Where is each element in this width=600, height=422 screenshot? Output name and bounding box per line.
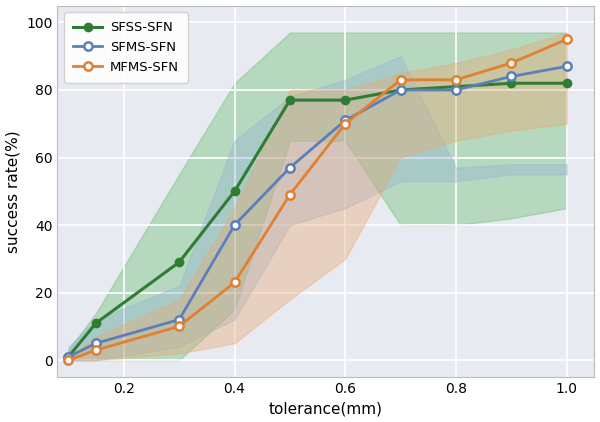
SFMS-SFN — [341, 118, 349, 123]
MFMS-SFN — [65, 357, 72, 362]
SFMS-SFN — [397, 87, 404, 92]
Line: SFSS-SFN: SFSS-SFN — [64, 79, 571, 361]
MFMS-SFN — [92, 347, 100, 352]
X-axis label: tolerance(mm): tolerance(mm) — [269, 401, 383, 417]
MFMS-SFN — [508, 60, 515, 65]
SFSS-SFN — [231, 189, 238, 194]
SFSS-SFN — [176, 260, 183, 265]
SFMS-SFN — [92, 341, 100, 346]
SFSS-SFN — [92, 320, 100, 325]
SFMS-SFN — [176, 317, 183, 322]
MFMS-SFN — [231, 280, 238, 285]
SFSS-SFN — [563, 81, 571, 86]
MFMS-SFN — [176, 324, 183, 329]
SFMS-SFN — [508, 74, 515, 79]
MFMS-SFN — [452, 77, 460, 82]
SFMS-SFN — [231, 222, 238, 227]
MFMS-SFN — [397, 77, 404, 82]
Line: SFMS-SFN: SFMS-SFN — [64, 62, 571, 361]
MFMS-SFN — [286, 192, 293, 197]
SFMS-SFN — [452, 87, 460, 92]
MFMS-SFN — [341, 121, 349, 126]
Y-axis label: success rate(%): success rate(%) — [5, 130, 20, 253]
SFMS-SFN — [286, 165, 293, 170]
MFMS-SFN — [563, 37, 571, 42]
SFMS-SFN — [65, 354, 72, 359]
Line: MFMS-SFN: MFMS-SFN — [64, 35, 571, 364]
SFSS-SFN — [65, 354, 72, 359]
SFSS-SFN — [508, 81, 515, 86]
SFSS-SFN — [286, 97, 293, 103]
SFSS-SFN — [397, 87, 404, 92]
SFMS-SFN — [563, 64, 571, 69]
SFSS-SFN — [341, 97, 349, 103]
Legend: SFSS-SFN, SFMS-SFN, MFMS-SFN: SFSS-SFN, SFMS-SFN, MFMS-SFN — [64, 12, 188, 83]
SFSS-SFN — [452, 84, 460, 89]
